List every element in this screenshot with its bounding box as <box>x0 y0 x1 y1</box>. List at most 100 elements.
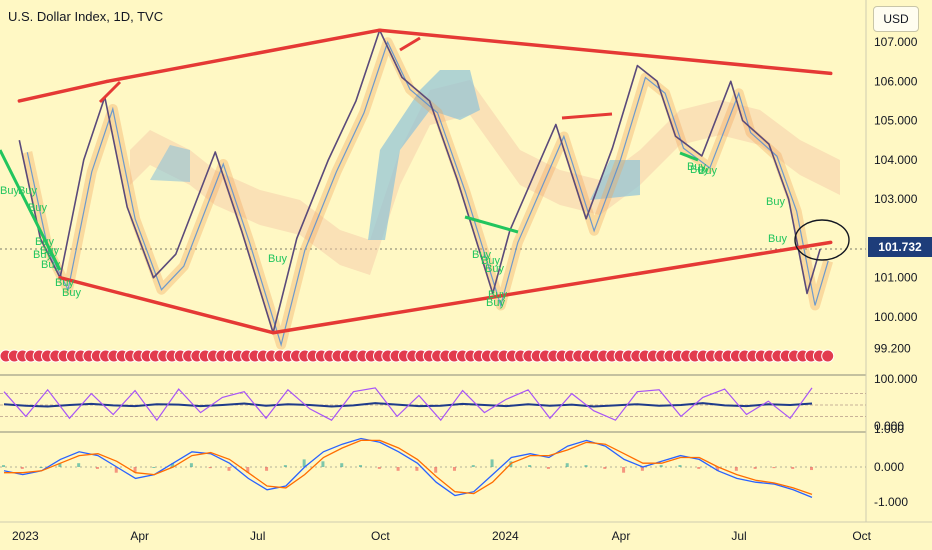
macd-histogram-bar <box>810 467 813 471</box>
macd-histogram-bar <box>772 467 776 469</box>
macd-histogram-bar <box>603 467 607 469</box>
price-axis-tick: 101.000 <box>874 271 918 285</box>
time-axis-tick: Oct <box>371 529 390 543</box>
chart-title: U.S. Dollar Index, 1D, TVC <box>8 9 164 24</box>
trendline <box>271 240 833 335</box>
buy-signal-label: Buy <box>35 236 54 248</box>
macd-histogram-bar <box>20 467 24 469</box>
buy-signal-label: Buy <box>766 196 785 208</box>
last-price-badge: 101.732 <box>868 237 932 257</box>
macd-histogram-bar <box>208 467 212 469</box>
macd-histogram-bar <box>659 465 663 467</box>
macd-axis-tick: 1.000 <box>874 422 904 436</box>
macd-histogram-bar <box>528 465 532 467</box>
trendline-green <box>679 151 699 162</box>
price-axis-tick: 107.000 <box>874 35 918 49</box>
macd-histogram-bar <box>753 467 757 469</box>
macd-histogram-bar <box>359 465 363 467</box>
macd-histogram-bar <box>640 467 644 471</box>
buy-signal-label: Buy <box>268 253 287 265</box>
price-axis-tick: 104.000 <box>874 153 918 167</box>
time-axis-tick: Jul <box>731 529 746 543</box>
macd-histogram-bar <box>302 459 306 467</box>
currency-button[interactable]: USD <box>873 6 919 32</box>
buy-signal-label: Buy <box>485 263 504 275</box>
macd-histogram-bar <box>697 467 701 469</box>
buy-signal-label: Buy <box>472 249 491 261</box>
time-axis-tick: Jul <box>250 529 265 543</box>
macd-histogram-bar <box>95 467 99 469</box>
trendline <box>17 79 110 103</box>
ma-line <box>26 40 829 347</box>
event-icon-row <box>0 349 835 363</box>
time-axis-tick: Apr <box>130 529 149 543</box>
macd-histogram-bar <box>152 467 156 468</box>
dollar-event-icon <box>821 349 835 363</box>
stoch-series <box>3 387 813 422</box>
macd-series <box>3 437 813 499</box>
macd-histogram-bar <box>415 467 419 471</box>
macd-histogram-bar <box>77 463 81 467</box>
buy-signal-label: Buy <box>18 185 37 197</box>
buy-signal-label: Buy <box>768 233 787 245</box>
macd-histogram-bar <box>396 467 400 471</box>
trendline-short <box>561 112 613 120</box>
time-axis-tick: 2023 <box>12 529 39 543</box>
trendline-short <box>399 36 421 52</box>
stoch-axis-tick: 0.000 <box>874 419 904 433</box>
macd-histogram-bar <box>133 467 137 473</box>
buy-signal-label: Buy <box>486 297 505 309</box>
macd-histogram-bar <box>584 465 588 467</box>
trendline <box>377 28 833 76</box>
macd-histogram-bar <box>434 467 438 473</box>
buy-signal-label: Buy <box>33 249 52 261</box>
cloud-band-blue <box>368 70 480 240</box>
buy-signal-label: Buy <box>41 259 60 271</box>
time-axis-tick: Apr <box>612 529 631 543</box>
macd-histogram-bar <box>546 467 550 469</box>
macd-histogram-bar <box>189 463 193 467</box>
trendline-green <box>464 215 519 234</box>
macd-histogram-bar <box>340 463 344 467</box>
time-axis-tick: Oct <box>852 529 871 543</box>
macd-histogram-bar <box>39 467 43 468</box>
macd-histogram-bar <box>283 465 287 467</box>
buy-signal-label: Buy <box>0 185 19 197</box>
macd-histogram-bar <box>452 467 456 471</box>
macd-series <box>4 439 813 495</box>
macd-histogram-bar <box>377 467 381 469</box>
buy-signal-label: Buy <box>55 277 74 289</box>
buy-signal-label: Buy <box>62 287 81 299</box>
stoch-axis-tick: 100.000 <box>874 372 918 386</box>
macd-histogram-bar <box>114 467 118 473</box>
time-axis-tick: 2024 <box>492 529 519 543</box>
macd-histogram-bar <box>321 461 325 467</box>
price-series <box>18 29 821 334</box>
macd-histogram-bar <box>622 467 626 473</box>
macd-histogram-bar <box>471 465 475 467</box>
macd-histogram-bar <box>246 467 250 473</box>
price-axis-tick: 100.000 <box>874 310 918 324</box>
macd-histogram-bar <box>565 463 569 467</box>
cloud-band-blue <box>590 160 640 200</box>
macd-histogram-bar <box>171 463 175 467</box>
macd-histogram-bar <box>227 467 231 471</box>
macd-histogram-bar <box>490 459 494 467</box>
trendline-green <box>0 149 62 271</box>
macd-histogram-bar <box>716 467 720 471</box>
buy-signal-label: Buy <box>687 161 706 173</box>
trendline-short <box>98 80 122 104</box>
price-axis-tick: 106.000 <box>874 74 918 88</box>
price-axis-tick: 103.000 <box>874 192 918 206</box>
macd-axis-tick: 0.000 <box>874 460 904 474</box>
buy-signal-label: Buy <box>40 245 59 257</box>
macd-histogram-bar <box>2 465 5 467</box>
ichimoku-cloud <box>130 70 840 275</box>
macd-histogram-bar <box>265 467 269 471</box>
macd-histogram-bar <box>791 467 795 469</box>
macd-histogram-bar <box>734 467 738 471</box>
buy-signal-label: Buy <box>690 164 709 176</box>
cloud-band <box>130 80 840 275</box>
